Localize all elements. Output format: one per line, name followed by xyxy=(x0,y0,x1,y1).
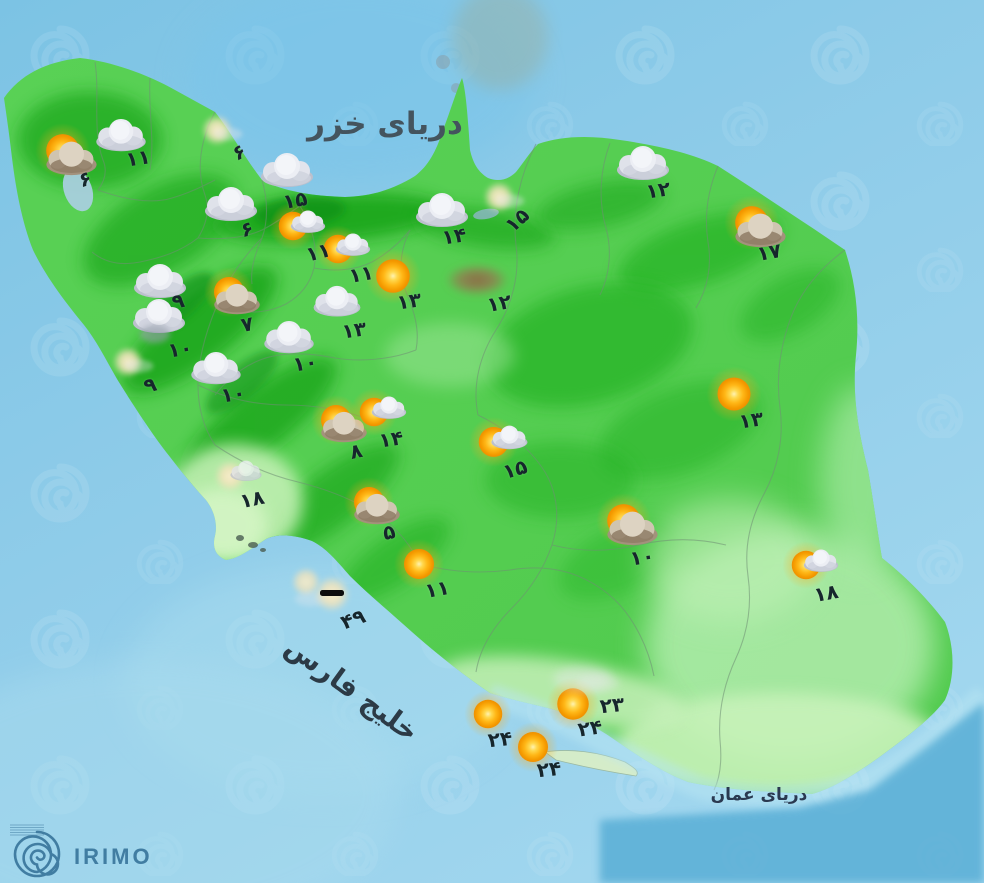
wisp-glyph xyxy=(125,360,154,373)
temperature-label: ۱۸ xyxy=(237,484,267,514)
irimo-logo: IRIMO xyxy=(10,818,153,880)
temperature-label: ۱۳ xyxy=(340,316,368,344)
temperature-label: ۱۰ xyxy=(219,380,247,408)
temperature-label: ۱۸ xyxy=(811,579,841,607)
irimo-barcode xyxy=(10,824,44,836)
caspian-islet xyxy=(436,55,450,69)
temperature-label: ۱۰ xyxy=(628,543,656,571)
temperature-label: ۲۳ xyxy=(598,691,626,719)
coastal-shallow-band xyxy=(486,684,984,808)
oman-sea-label: دریای عمان xyxy=(710,785,808,805)
neighbor-land xyxy=(452,0,548,90)
dash-glyph xyxy=(320,590,344,596)
oman-sea-deep-band xyxy=(600,702,984,883)
temperature-label: ۱۰ xyxy=(291,349,319,377)
gulf-light-area xyxy=(0,660,400,883)
caspian-sea-label: دریای خزر xyxy=(307,106,463,142)
temperature-label: ۱۷ xyxy=(754,238,784,266)
gulf-islets xyxy=(236,535,266,552)
temperature-label: ۱۲ xyxy=(484,289,514,317)
irimo-wordmark: IRIMO xyxy=(74,844,153,869)
temperature-label: ۱۳ xyxy=(737,406,765,434)
lake-urmia xyxy=(62,168,94,212)
temperature-label: ۲۴ xyxy=(535,755,563,783)
temperature-label: ۱۰ xyxy=(166,335,194,363)
temperature-label: ۱۵ xyxy=(280,186,310,214)
temperature-label: ۲۴ xyxy=(576,714,604,742)
temperature-label: ۱۱ xyxy=(124,144,152,172)
wisp-glyph xyxy=(576,673,619,692)
temperature-label: ۱۴ xyxy=(440,222,468,250)
temperature-label: ۲۴ xyxy=(486,725,514,753)
temperature-label: ۱۳ xyxy=(395,287,423,315)
temperature-label: ۱۱ xyxy=(422,575,452,603)
temperature-label: ۱۱ xyxy=(346,260,376,288)
irimo-spiral-icon xyxy=(10,824,61,878)
temperature-label: ۱۴ xyxy=(377,425,405,453)
temperature-label: ۱۲ xyxy=(644,176,672,204)
